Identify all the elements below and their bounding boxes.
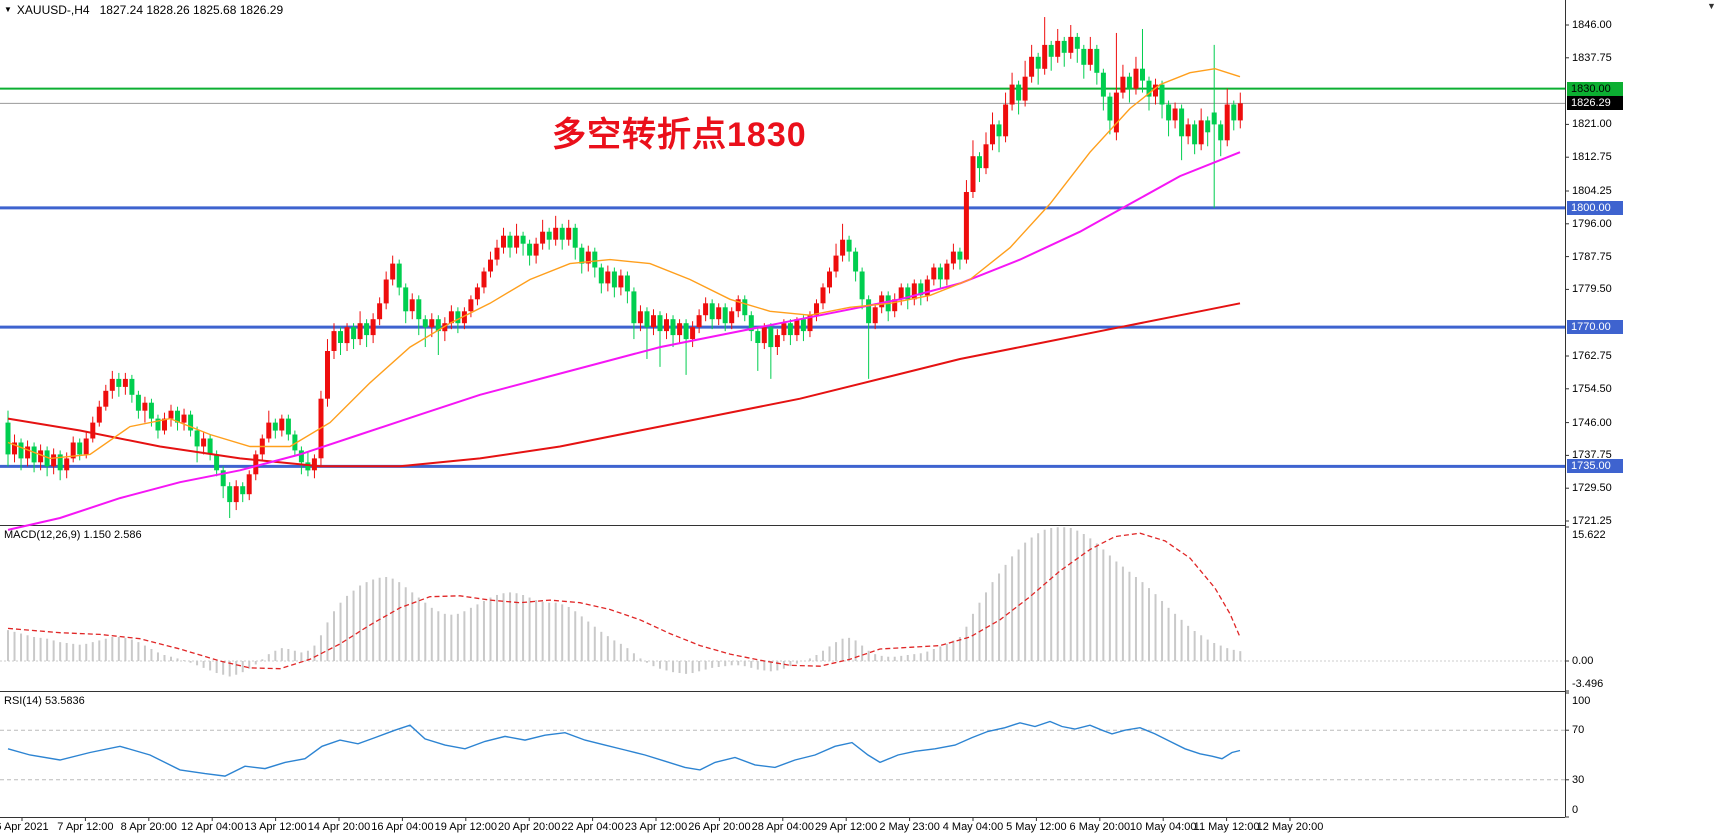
chart-title: ▼ XAUUSD-,H4 1827.24 1828.26 1825.68 1826.… [4, 3, 283, 17]
chart-shift-marker-icon[interactable]: ▼ [1707, 1, 1716, 11]
annotation-text: 多空转折点1830 [552, 116, 807, 154]
symbol-timeframe-label: XAUUSD-,H4 [16, 3, 90, 17]
rsi-indicator-label: RSI(14) 53.5836 [4, 695, 85, 707]
macd-indicator-label: MACD(12,26,9) 1.150 2.586 [4, 529, 142, 541]
symbol-dropdown-icon[interactable]: ▼ [4, 5, 12, 14]
ohlc-values: 1827.24 1828.26 1825.68 1826.29 [99, 3, 284, 17]
